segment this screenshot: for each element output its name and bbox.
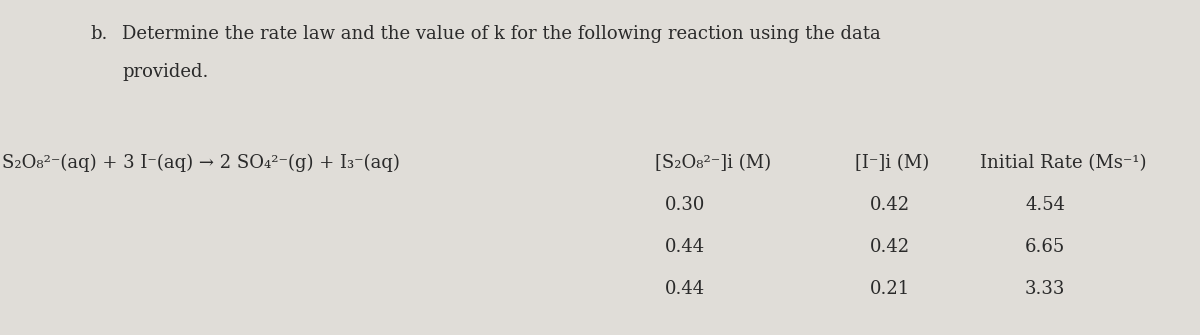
Text: 0.42: 0.42 <box>870 238 910 256</box>
Text: 0.44: 0.44 <box>665 238 706 256</box>
Text: Initial Rate (Ms⁻¹): Initial Rate (Ms⁻¹) <box>980 154 1146 172</box>
Text: Determine the rate law and the value of k for the following reaction using the d: Determine the rate law and the value of … <box>122 25 881 43</box>
Text: [S₂O₈²⁻]i (M): [S₂O₈²⁻]i (M) <box>655 154 772 172</box>
Text: [I⁻]i (M): [I⁻]i (M) <box>856 154 929 172</box>
Text: b.: b. <box>90 25 107 43</box>
Text: 4.54: 4.54 <box>1025 196 1066 214</box>
Text: 0.30: 0.30 <box>665 196 706 214</box>
Text: 0.44: 0.44 <box>665 280 706 298</box>
Text: 3.33: 3.33 <box>1025 280 1066 298</box>
Text: 0.21: 0.21 <box>870 280 911 298</box>
Text: 6.65: 6.65 <box>1025 238 1066 256</box>
Text: 0.42: 0.42 <box>870 196 910 214</box>
Text: S₂O₈²⁻(aq) + 3 I⁻(aq) → 2 SO₄²⁻(g) + I₃⁻(aq): S₂O₈²⁻(aq) + 3 I⁻(aq) → 2 SO₄²⁻(g) + I₃⁻… <box>2 154 400 172</box>
Text: provided.: provided. <box>122 63 209 81</box>
